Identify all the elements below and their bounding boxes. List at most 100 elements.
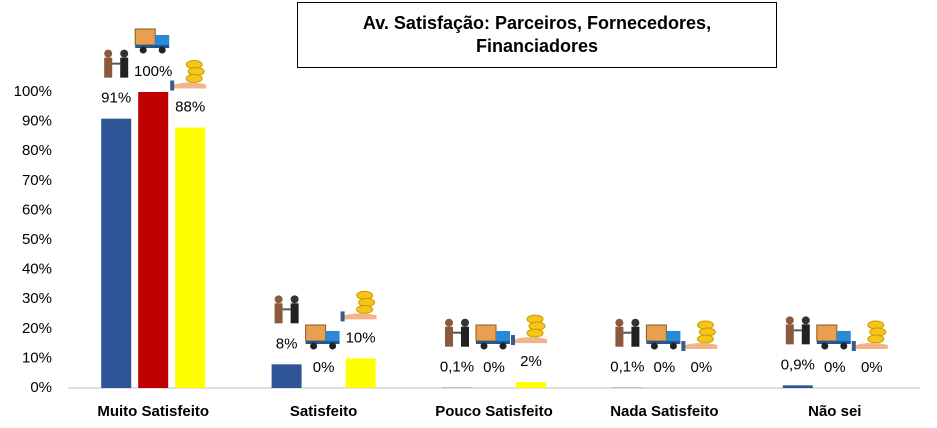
y-tick-label: 0% [30, 379, 52, 396]
icon-part [499, 342, 507, 350]
icon-part [445, 326, 453, 347]
icon-part [650, 342, 658, 350]
bar [516, 382, 546, 388]
icon-part [681, 341, 686, 351]
icon-part [669, 342, 677, 350]
icon-part [496, 331, 510, 341]
icon-part [274, 295, 283, 304]
bar [345, 358, 376, 388]
value-label: 0,1% [610, 359, 644, 376]
series-icon [645, 324, 681, 350]
icon-part [816, 341, 851, 344]
x-tick-label: Muito Satisfeito [97, 403, 209, 420]
icon-part [104, 57, 113, 78]
icon-part [836, 331, 851, 341]
icon-part [461, 326, 469, 347]
icon-part [785, 316, 794, 325]
icon-part [666, 331, 681, 341]
value-label: 2% [520, 353, 542, 370]
bar [271, 364, 302, 388]
icon-part [851, 341, 856, 351]
series-icon [445, 318, 469, 347]
series-icon [816, 324, 851, 350]
value-label: 0% [824, 359, 846, 376]
y-tick-label: 60% [22, 201, 52, 218]
bar [175, 127, 206, 389]
icon-part [631, 318, 640, 327]
series-icon [274, 295, 299, 324]
value-label: 0% [654, 359, 676, 376]
icon-part [476, 341, 510, 344]
y-tick-label: 30% [22, 290, 52, 307]
icon-part [325, 331, 340, 341]
series-icon [305, 324, 340, 350]
icon-part [170, 80, 175, 91]
y-tick-label: 20% [22, 320, 52, 337]
icon-part [305, 341, 340, 344]
value-label: 0,1% [440, 359, 474, 376]
icon-part [290, 295, 299, 304]
series-icon [134, 28, 170, 54]
x-tick-label: Pouco Satisfeito [435, 403, 553, 420]
value-label: 0% [483, 359, 505, 376]
y-tick-label: 40% [22, 261, 52, 278]
y-tick-label: 90% [22, 113, 52, 130]
icon-part [475, 324, 497, 342]
icon-part [139, 46, 147, 54]
x-tick-label: Nada Satisfeito [610, 403, 718, 420]
value-label: 0% [313, 359, 335, 376]
icon-part [526, 328, 544, 338]
icon-part [305, 324, 327, 342]
icon-part [120, 49, 129, 58]
icon-part [801, 324, 810, 345]
series-icon [851, 320, 888, 351]
icon-part [515, 337, 547, 344]
y-tick-label: 80% [22, 142, 52, 159]
icon-part [274, 303, 283, 324]
x-tick-label: Não sei [808, 403, 861, 420]
icon-part [356, 304, 374, 314]
icon-part [290, 303, 299, 324]
series-icon [785, 316, 810, 345]
y-tick-label: 70% [22, 172, 52, 189]
icon-part [867, 334, 885, 344]
series-icon [681, 320, 718, 351]
icon-part [310, 342, 318, 350]
icon-part [174, 82, 207, 89]
value-label: 8% [276, 335, 298, 352]
icon-part [480, 342, 488, 350]
icon-part [615, 318, 624, 327]
bar [138, 92, 169, 388]
icon-part [340, 311, 345, 322]
icon-part [461, 318, 469, 327]
icon-part [155, 35, 170, 45]
y-tick-label: 50% [22, 231, 52, 248]
series-icon [104, 49, 129, 78]
series-icon [340, 290, 377, 322]
value-label: 0% [691, 359, 713, 376]
icon-part [855, 343, 888, 349]
icon-part [685, 343, 718, 349]
bar [101, 118, 132, 388]
x-tick-label: Satisfeito [290, 403, 358, 420]
icon-part [696, 334, 714, 344]
bar [782, 385, 813, 388]
value-label: 91% [101, 90, 131, 107]
icon-part [631, 326, 640, 347]
value-label: 0% [861, 359, 883, 376]
icon-part [816, 324, 838, 342]
series-icon [475, 324, 510, 350]
series-icon [615, 318, 640, 347]
y-tick-label: 100% [14, 83, 52, 100]
icon-part [821, 342, 829, 350]
icon-part [344, 313, 377, 320]
icon-part [645, 324, 667, 342]
icon-part [615, 326, 624, 347]
icon-part [801, 316, 810, 325]
chart-title: Av. Satisfação: Parceiros, Fornecedores,… [297, 2, 777, 68]
icon-part [158, 46, 166, 54]
icon-part [135, 45, 170, 48]
icon-part [445, 318, 453, 327]
